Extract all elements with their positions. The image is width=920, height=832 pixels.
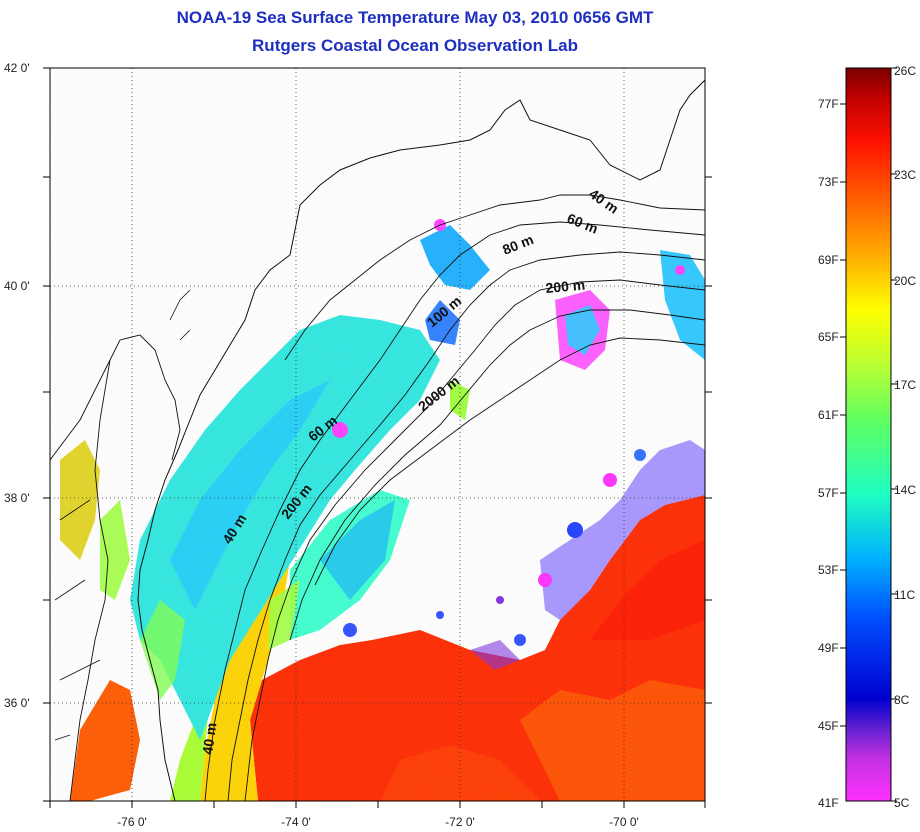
lon-tick-70: -70 0' [609, 815, 639, 829]
sst-map-area: 40 m 60 m 80 m 100 m 200 m 2000 m 60 m 4… [50, 68, 705, 801]
c-label-20: 20C [894, 274, 916, 288]
f-label-41: 41F [818, 796, 839, 810]
temperature-colorbar [845, 67, 892, 802]
contour-label-200m-north: 200 m [545, 277, 586, 296]
colorbar-fahrenheit-labels: 77F 73F 69F 65F 61F 57F 53F 49F 45F 41F [818, 97, 839, 810]
f-label-77: 77F [818, 97, 839, 111]
f-label-73: 73F [818, 175, 839, 189]
f-label-45: 45F [818, 719, 839, 733]
f-label-53: 53F [818, 563, 839, 577]
f-label-61: 61F [818, 408, 839, 422]
c-label-26: 26C [894, 64, 916, 78]
c-label-5: 5C [894, 796, 910, 810]
lat-tick-38: 38 0' [4, 491, 30, 505]
c-label-8: 8C [894, 693, 910, 707]
f-label-69: 69F [818, 253, 839, 267]
map-ticks [43, 67, 712, 808]
f-label-57: 57F [818, 486, 839, 500]
f-label-65: 65F [818, 330, 839, 344]
lat-tick-36: 36 0' [4, 696, 30, 710]
c-label-17: 17C [894, 378, 916, 392]
lat-tick-40: 40 0' [4, 279, 30, 293]
lat-tick-42: 42 0' [4, 61, 30, 75]
colorbar-celsius-labels: 26C 23C 20C 17C 14C 11C 8C 5C [894, 64, 916, 810]
coastline [137, 79, 705, 801]
lon-tick-74: -74 0' [281, 815, 311, 829]
c-label-14: 14C [894, 483, 916, 497]
map-subtitle: Rutgers Coastal Ocean Observation Lab [252, 36, 578, 55]
map-title: NOAA-19 Sea Surface Temperature May 03, … [176, 8, 654, 27]
c-label-11: 11C [894, 588, 915, 602]
c-label-23: 23C [894, 168, 916, 182]
f-label-49: 49F [818, 641, 839, 655]
bathymetry-contours [204, 194, 705, 801]
lon-tick-72: -72 0' [445, 815, 475, 829]
lon-tick-76: -76 0' [117, 815, 147, 829]
contour-label-40m-south: 40 m [199, 722, 219, 756]
